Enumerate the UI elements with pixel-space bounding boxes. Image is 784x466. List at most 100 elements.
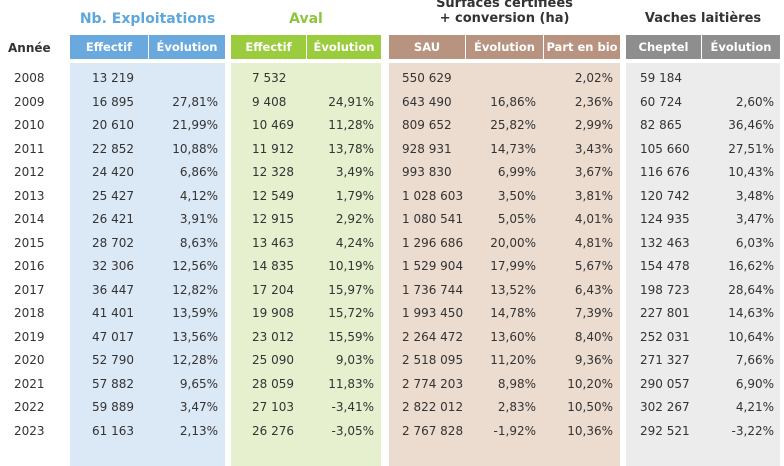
- cheptel-evolution-cell: 3,48%: [735, 188, 774, 203]
- aval-evolution-cell: -3,41%: [331, 400, 374, 414]
- aval-evolution-cell: -3,05%: [331, 423, 374, 438]
- aval-evolution-header: Évolution: [307, 35, 381, 59]
- table-row: 2020 52 790 12,28% 25 090 9,03% 2 518 095 11,2…: [0, 349, 784, 373]
- year-cell: 2011: [14, 141, 45, 156]
- cheptel-cell: 59 184: [640, 71, 682, 85]
- sau-evolution-header: Évolution: [466, 35, 543, 59]
- sau-evolution-cell: 3,50%: [497, 188, 536, 203]
- exploitations-effectif-cell: 13 219: [92, 71, 134, 85]
- table-row: 2012 24 420 6,86% 12 328 3,49% 993 830 6,99% 3,…: [0, 161, 784, 185]
- table-row: 2023 61 163 2,13% 26 276 -3,05% 2 767 828 -1,9…: [0, 420, 784, 444]
- cheptel-evolution-cell: -3,22%: [731, 423, 774, 438]
- exploitations-evolution-cell: 4,12%: [179, 188, 218, 203]
- table-row: 2013 25 427 4,12% 12 549 1,79% 1 028 603 3,50%…: [0, 185, 784, 209]
- table-row: 2010 20 610 21,99% 10 469 11,28% 809 652 25,82…: [0, 114, 784, 138]
- aval-evolution-cell: 3,49%: [335, 165, 374, 179]
- sau-cell: 643 490: [402, 94, 452, 109]
- exploitations-evolution-cell: 6,86%: [179, 165, 218, 179]
- exploitations-effectif-cell: 22 852: [92, 141, 134, 156]
- sau-cell: 928 931: [402, 141, 452, 156]
- sau-cell: 2 774 203: [402, 376, 464, 391]
- exploitations-effectif-cell: 24 420: [92, 165, 134, 179]
- table-row: 2009 16 895 27,81% 9 408 24,91% 643 490 16,86%…: [0, 91, 784, 115]
- aval-effectif-cell: 7 532: [252, 71, 287, 85]
- part-bio-cell: 9,36%: [574, 353, 613, 367]
- cheptel-evolution-header: Évolution: [702, 35, 780, 59]
- cheptel-cell: 60 724: [640, 94, 682, 109]
- exploitations-evolution-cell: 9,65%: [179, 376, 218, 391]
- year-cell: 2008: [14, 71, 45, 85]
- exploitations-effectif-cell: 47 017: [92, 329, 134, 344]
- exploitations-effectif-cell: 26 421: [92, 212, 134, 226]
- group-header-vaches: Vaches laitières: [644, 11, 762, 26]
- aval-effectif-cell: 27 103: [252, 400, 294, 414]
- part-bio-cell: 3,43%: [574, 141, 613, 156]
- sau-evolution-cell: [462, 67, 536, 91]
- aval-effectif-cell: 12 328: [252, 165, 294, 179]
- aval-effectif-cell: 13 463: [252, 235, 294, 250]
- cheptel-evolution-cell: 6,03%: [735, 235, 774, 250]
- cheptel-cell: 105 660: [640, 141, 690, 156]
- cheptel-evolution-cell: 27,51%: [728, 141, 774, 156]
- year-cell: 2015: [14, 235, 45, 250]
- sau-evolution-cell: 14,78%: [490, 306, 536, 320]
- cheptel-cell: 154 478: [640, 259, 690, 273]
- year-cell: 2019: [14, 329, 45, 344]
- cheptel-evolution-cell: 36,46%: [728, 118, 774, 132]
- aval-effectif-header: Effectif: [231, 35, 306, 59]
- exploitations-evolution-cell: 27,81%: [172, 94, 218, 109]
- aval-evolution-cell: 13,78%: [328, 141, 374, 156]
- group-header-surfaces-line1: Surfaces certifiées: [436, 0, 573, 11]
- part-bio-cell: 10,50%: [567, 400, 613, 414]
- aval-evolution-cell: 11,83%: [328, 376, 374, 391]
- cheptel-evolution-cell: 10,43%: [728, 165, 774, 179]
- cheptel-cell: 302 267: [640, 400, 690, 414]
- evolution-header: Évolution: [149, 35, 225, 59]
- table-row: 2015 28 702 8,63% 13 463 4,24% 1 296 686 20,00…: [0, 232, 784, 256]
- year-cell: 2021: [14, 376, 45, 391]
- exploitations-effectif-cell: 20 610: [92, 118, 134, 132]
- part-bio-cell: 10,36%: [567, 423, 613, 438]
- exploitations-evolution-cell: 21,99%: [172, 118, 218, 132]
- part-bio-cell: 8,40%: [574, 329, 613, 344]
- exploitations-evolution-cell: 12,56%: [172, 259, 218, 273]
- table-row: 2021 57 882 9,65% 28 059 11,83% 2 774 203 8,98…: [0, 373, 784, 397]
- group-header-aval: Aval: [289, 11, 323, 27]
- cheptel-cell: 271 327: [640, 353, 690, 367]
- sau-cell: 2 518 095: [402, 353, 464, 367]
- sau-evolution-cell: 13,52%: [490, 282, 536, 297]
- exploitations-effectif-cell: 61 163: [92, 423, 134, 438]
- exploitations-column-background: [70, 63, 225, 466]
- exploitations-effectif-cell: 57 882: [92, 376, 134, 391]
- cheptel-header: Cheptel: [626, 35, 701, 59]
- effectif-header: Effectif: [70, 35, 148, 59]
- table-row: 2011 22 852 10,88% 11 912 13,78% 928 931 14,73…: [0, 138, 784, 162]
- group-header-surfaces-line2: + conversion (ha): [439, 11, 570, 26]
- part-bio-cell: 3,81%: [574, 188, 613, 203]
- cheptel-evolution-cell: 2,60%: [735, 94, 774, 109]
- cheptel-evolution-cell: 16,62%: [728, 259, 774, 273]
- year-cell: 2010: [14, 118, 45, 132]
- sau-cell: 2 822 012: [402, 400, 464, 414]
- exploitations-effectif-cell: 59 889: [92, 400, 134, 414]
- exploitations-evolution-cell: 3,47%: [179, 400, 218, 414]
- sau-cell: 1 296 686: [402, 235, 464, 250]
- aval-effectif-cell: 17 204: [252, 282, 294, 297]
- year-cell: 2016: [14, 259, 45, 273]
- aval-effectif-cell: 12 915: [252, 212, 294, 226]
- aval-evolution-cell: 10,19%: [328, 259, 374, 273]
- aval-effectif-cell: 19 908: [252, 306, 294, 320]
- table-row: 2017 36 447 12,82% 17 204 15,97% 1 736 744 13,…: [0, 279, 784, 303]
- table-row: 2016 32 306 12,56% 14 835 10,19% 1 529 904 17,…: [0, 255, 784, 279]
- sau-cell: 2 767 828: [402, 423, 464, 438]
- aval-effectif-cell: 9 408: [252, 94, 287, 109]
- sau-evolution-cell: 14,73%: [490, 141, 536, 156]
- aval-evolution-cell: 15,72%: [328, 306, 374, 320]
- sau-evolution-cell: 11,20%: [490, 353, 536, 367]
- part-bio-cell: 3,67%: [574, 165, 613, 179]
- sau-cell: 993 830: [402, 165, 452, 179]
- aval-effectif-cell: 26 276: [252, 423, 294, 438]
- aval-evolution-cell: 1,79%: [335, 188, 374, 203]
- cheptel-cell: 116 676: [640, 165, 690, 179]
